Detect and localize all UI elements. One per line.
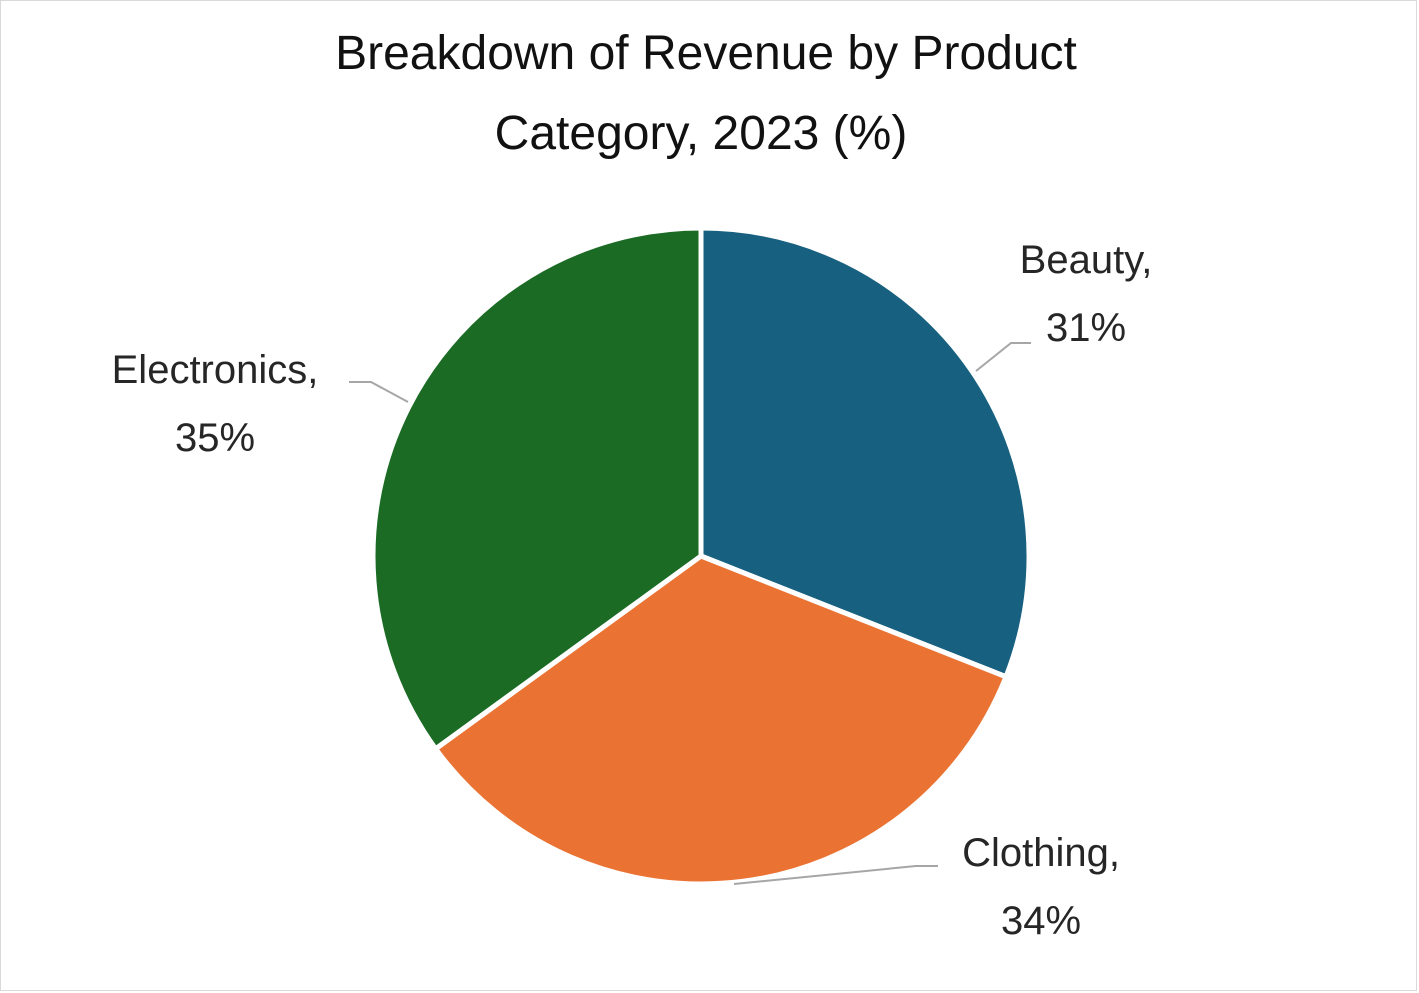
data-label-beauty-value: 31% (1046, 306, 1126, 350)
data-label-electronics-value: 35% (175, 416, 255, 460)
pie-slice-clothing (433, 553, 1009, 887)
chart-title-line-1: Breakdown of Revenue by Product (335, 27, 1077, 80)
pie-slice-beauty (698, 225, 1032, 680)
chart-title-line-2: Category, 2023 (%) (495, 107, 908, 160)
data-label-clothing-name: Clothing, (962, 831, 1120, 875)
data-label-electronics-name: Electronics, (112, 348, 319, 392)
leader-line-electronics (349, 381, 409, 403)
data-label-clothing-value: 34% (1001, 899, 1081, 943)
leader-line-beauty (975, 342, 1031, 372)
pie-slices (370, 225, 1032, 887)
data-label-beauty-name: Beauty, (1020, 238, 1153, 282)
leader-line-clothing (733, 865, 938, 885)
pie-slice-electronics (370, 225, 704, 752)
